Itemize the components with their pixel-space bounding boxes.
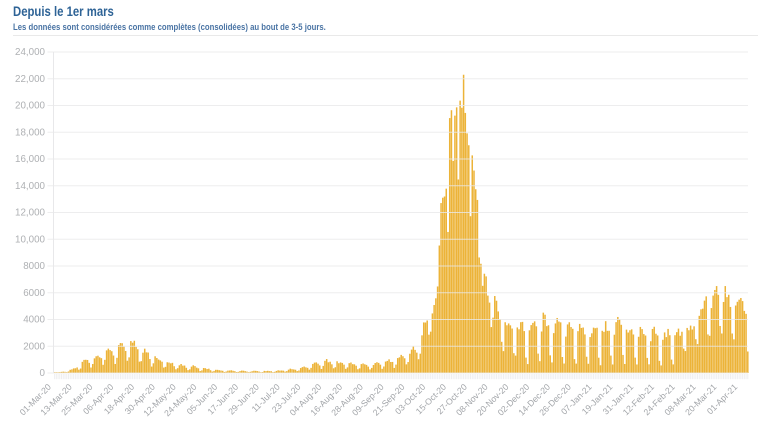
svg-text:20,000: 20,000 (15, 101, 46, 112)
svg-text:2000: 2000 (23, 341, 45, 352)
svg-text:4000: 4000 (23, 315, 45, 326)
svg-text:16,000: 16,000 (15, 154, 46, 165)
svg-text:22,000: 22,000 (15, 74, 46, 85)
svg-text:18,000: 18,000 (15, 127, 46, 138)
svg-text:24,000: 24,000 (15, 47, 46, 58)
svg-text:6000: 6000 (23, 288, 45, 299)
svg-text:8000: 8000 (23, 261, 45, 272)
svg-text:12,000: 12,000 (15, 208, 46, 219)
svg-text:0: 0 (40, 368, 46, 379)
svg-text:14,000: 14,000 (15, 181, 46, 192)
svg-text:10,000: 10,000 (15, 234, 46, 245)
